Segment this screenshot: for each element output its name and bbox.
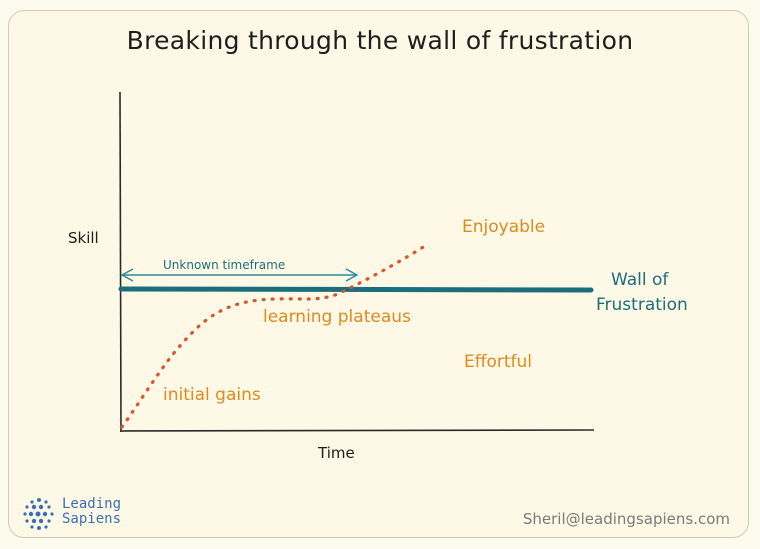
wall-label-line1: Wall of	[611, 270, 669, 290]
wall-label-line2: Frustration	[596, 295, 688, 315]
x-axis-label: Time	[318, 444, 355, 462]
timeframe-label: Unknown timeframe	[163, 258, 286, 272]
y-axis	[119, 91, 122, 433]
initial-gains-label: initial gains	[163, 385, 261, 405]
footer-email: Sheril@leadingsapiens.com	[522, 510, 730, 528]
brand-line1: Leading	[62, 496, 122, 512]
timeframe-arrow	[120, 268, 359, 282]
leading-sapiens-logo	[23, 498, 54, 530]
effortful-label: Effortful	[464, 352, 532, 372]
plateaus-label: learning plateaus	[263, 307, 411, 327]
brand-name: Leading Sapiens	[62, 497, 121, 527]
x-axis	[119, 429, 595, 432]
diagram-card	[8, 10, 749, 538]
wall-line	[118, 286, 594, 293]
brand-line2: Sapiens	[62, 511, 122, 527]
enjoyable-label: Enjoyable	[462, 217, 546, 237]
y-axis-label: Skill	[68, 229, 99, 247]
diagram-title: Breaking through the wall of frustration	[126, 26, 634, 55]
